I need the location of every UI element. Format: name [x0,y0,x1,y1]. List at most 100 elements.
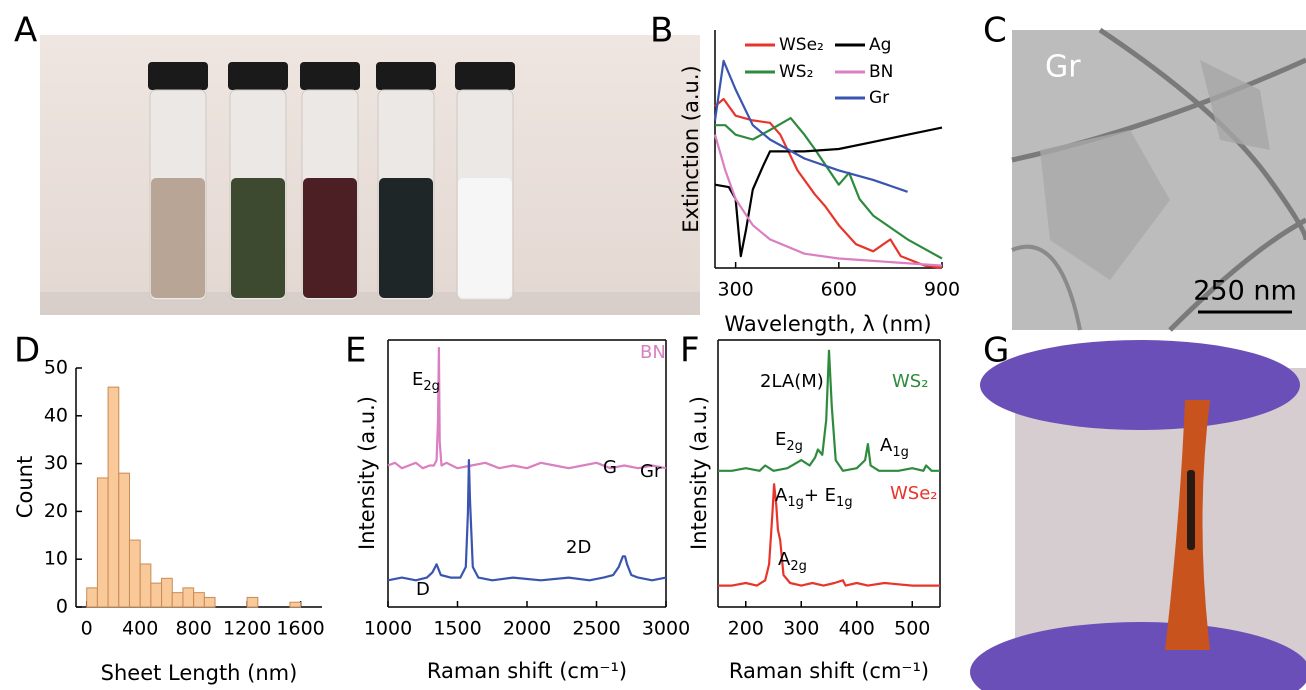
legend-label: WSe₂ [779,35,824,55]
bar [171,592,184,608]
annotation-text: + E [804,485,836,506]
legend-label: Ag [869,35,891,55]
photo-film [970,340,1306,690]
panel-label: G [983,331,1009,371]
vial [455,62,515,301]
bar [86,587,98,608]
annotation-subscript: 2g [790,559,807,574]
bar [107,386,120,608]
photo-vials [40,35,700,315]
y-tick-label: 10 [44,548,68,570]
annotation: A2g [778,549,807,574]
annotation: G [603,457,617,478]
bar [150,582,163,608]
series-label: WSe₂ [890,483,938,504]
y-tick-label: 20 [44,500,68,522]
y-axis-label: Count [13,456,37,518]
legend-label: Gr [869,88,889,108]
series-line [713,134,943,267]
x-tick-label: 900 [924,279,960,301]
annotation-text: G [603,457,617,478]
annotation-text: 2D [566,537,591,558]
x-tick-label: 1000 [364,618,412,640]
y-tick-label: 30 [44,452,68,474]
x-tick-label: 1200 [223,618,271,640]
annotation: 2LA(M) [760,371,824,392]
series-line [715,117,943,260]
annotation: A1g [880,435,909,460]
vial [148,62,208,301]
annotation-text: A [880,435,893,456]
x-axis-label: Wavelength, λ (nm) [724,312,931,336]
vial [300,62,360,301]
annotation-subscript: 2g [786,439,803,454]
series-line [387,459,667,582]
series-line [713,59,908,193]
series-label: BN [640,342,666,363]
bar [96,477,109,608]
y-axis-label: Extinction (a.u.) [679,65,703,232]
legend-label: WS₂ [779,62,813,82]
x-tick-label: 200 [728,618,764,640]
series-label: WS₂ [892,371,928,392]
image-label: Gr [1045,50,1081,85]
annotation: A1g+ E1g [775,485,853,510]
vial [228,62,288,301]
bar [246,596,259,608]
x-tick-label: 1600 [276,618,324,640]
x-tick-label: 2000 [503,618,551,640]
annotation-text: D [416,579,430,600]
photo-tem: Gr 250 nm [1011,27,1306,332]
series-label: Gr [640,461,662,482]
bar [203,596,216,608]
panel-label: F [680,331,700,371]
annotation-text: E [412,369,423,390]
annotation-subscript: 2g [423,379,440,394]
x-axis-label: Raman shift (cm⁻¹) [729,659,929,683]
x-tick-label: 1500 [433,618,481,640]
vial [376,62,436,301]
x-axis-label: Sheet Length (nm) [101,661,298,685]
x-tick-label: 800 [176,618,212,640]
y-tick-label: 50 [44,357,68,379]
x-tick-label: 500 [894,618,930,640]
bar [182,587,195,608]
legend-label: BN [869,62,893,82]
annotation-subscript: 1g [892,445,909,460]
annotation-text: E [775,429,786,450]
x-tick-label: 2500 [572,618,620,640]
series-line [387,346,667,470]
series-line [714,97,943,270]
panel-label: E [345,331,366,371]
series-line [718,483,940,587]
annotation-subscript: 1g [836,495,853,510]
panel-label: B [650,11,673,51]
bar [193,592,205,608]
y-axis-label: Intensity (a.u.) [687,396,711,550]
bar [128,539,141,608]
x-tick-label: 0 [81,618,93,640]
panel-label: C [983,11,1007,51]
y-tick-label: 0 [56,596,68,618]
series-line [714,126,943,258]
x-tick-label: 400 [122,618,158,640]
annotation-text: A [775,485,788,506]
annotation-text: 2LA(M) [760,371,824,392]
annotation: E2g [412,369,440,394]
scale-bar-label: 250 nm [1193,276,1297,307]
x-tick-label: 600 [821,279,857,301]
series-line [718,349,940,472]
panel-label: A [14,11,37,51]
annotation: 2D [566,537,591,558]
bar [118,472,130,608]
annotation-text: A [778,549,791,570]
annotation: E2g [775,429,803,454]
x-axis-label: Raman shift (cm⁻¹) [427,659,627,683]
x-tick-label: 300 [718,279,754,301]
annotation-subscript: 1g [787,495,804,510]
annotation: D [416,579,430,600]
bar [139,563,152,608]
bar [289,601,302,608]
